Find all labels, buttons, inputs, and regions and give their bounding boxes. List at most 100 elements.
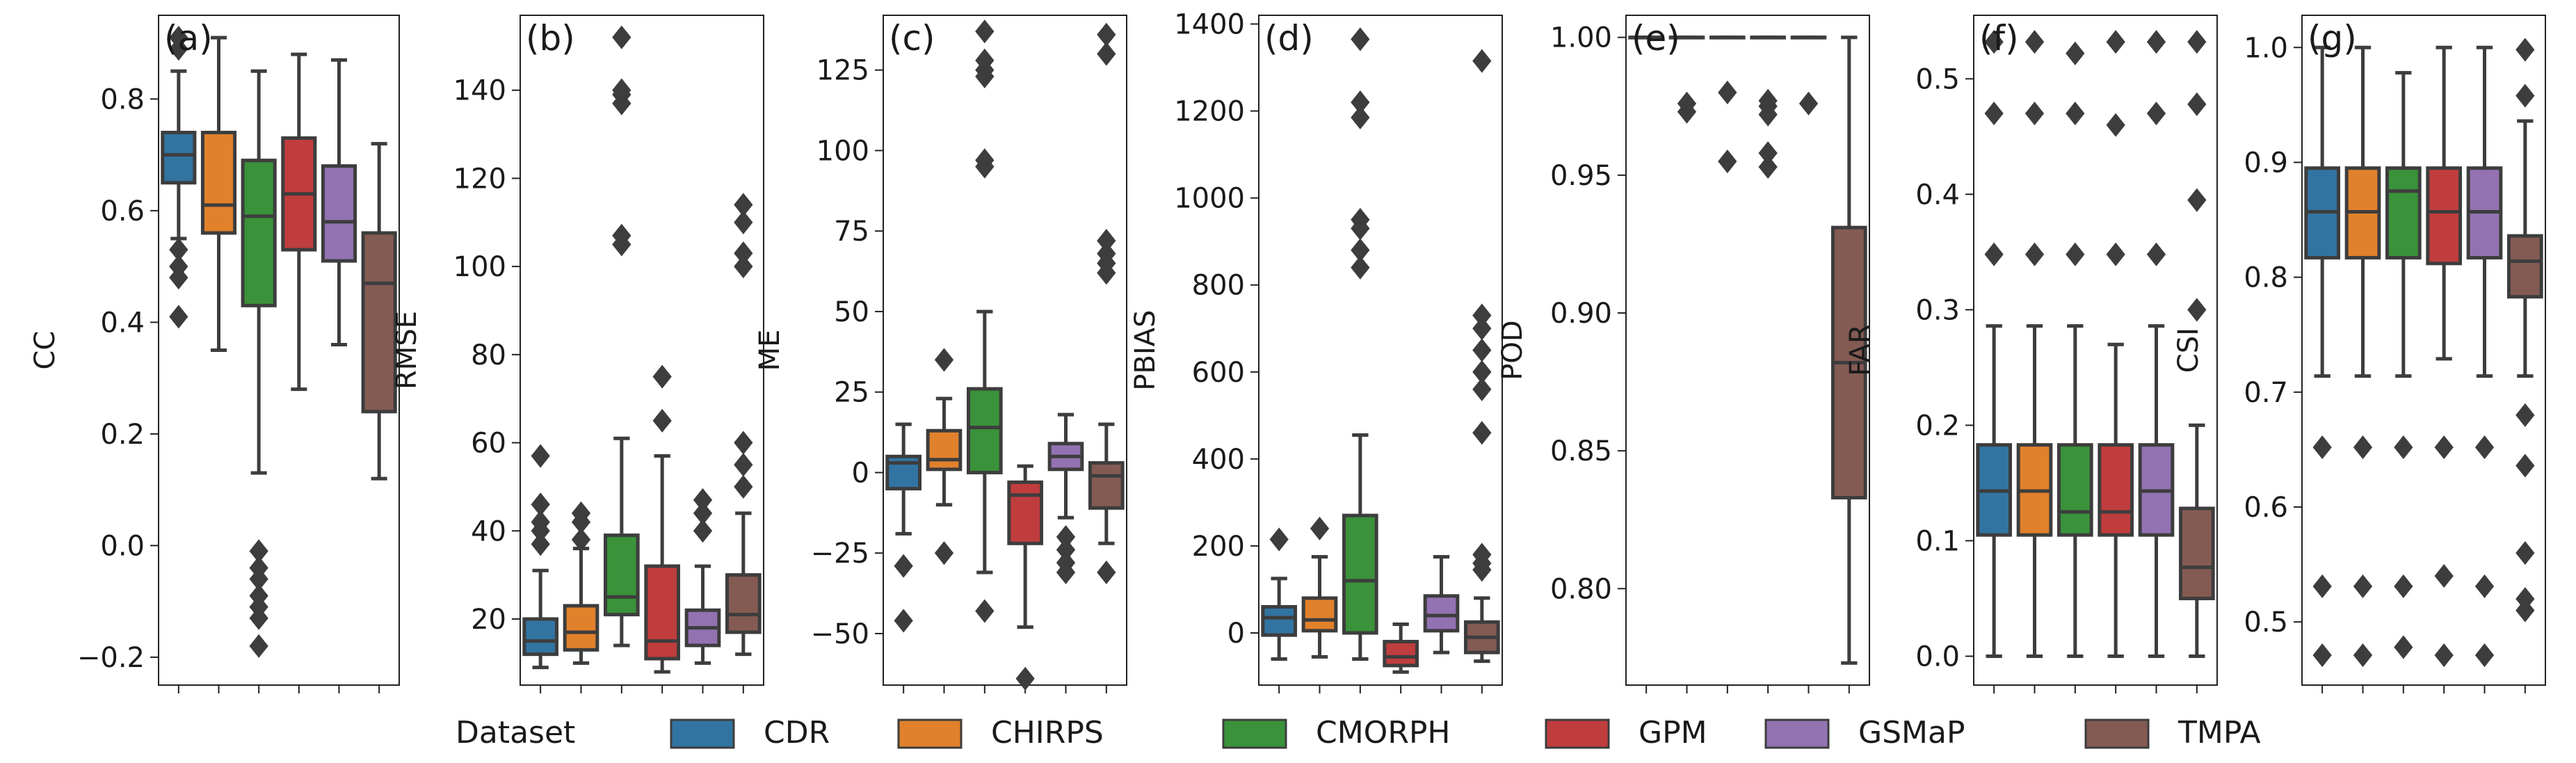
y-tick-label: 100 xyxy=(816,135,869,167)
outlier-marker xyxy=(531,532,550,556)
y-tick-label: 0.0 xyxy=(1915,641,1960,673)
box-body xyxy=(522,617,558,657)
outlier-marker xyxy=(531,510,550,534)
y-tick-label: 0.95 xyxy=(1550,160,1612,192)
outlier-marker xyxy=(2187,298,2207,322)
panels: −0.2 0.0 0.2 0.4 0.6 0.8 CC (a) 20 40 60 80 100 120 14… xyxy=(29,9,2546,693)
box-body xyxy=(967,387,1003,474)
outlier-marker xyxy=(1472,543,1492,567)
outlier-marker xyxy=(1472,377,1492,401)
outlier-marker xyxy=(2066,102,2085,126)
y-tick-label: −25 xyxy=(811,538,869,570)
legend-swatch xyxy=(1545,718,1610,749)
y-tick-label: 60 xyxy=(471,428,506,460)
outlier-marker xyxy=(2434,643,2454,668)
box-tmpa xyxy=(361,142,397,693)
outlier-marker xyxy=(169,266,188,290)
outlier-marker xyxy=(1718,149,1737,174)
outlier-marker xyxy=(1472,49,1492,73)
outlier-marker xyxy=(652,408,672,433)
box-gsmap xyxy=(1423,555,1460,693)
panel-label: (a) xyxy=(164,18,213,58)
legend-label: CMORPH xyxy=(1316,715,1451,750)
outlier-marker xyxy=(1758,102,1778,127)
outlier-marker xyxy=(531,444,550,468)
plot-frame xyxy=(158,15,400,686)
outlier-marker xyxy=(1015,666,1035,691)
box-tmpa xyxy=(1831,35,1867,693)
box-body xyxy=(1088,461,1125,510)
legend-swatch xyxy=(1222,718,1287,749)
outlier-marker xyxy=(1677,99,1697,124)
panel-label: (c) xyxy=(889,18,935,58)
outlier-marker xyxy=(1056,560,1076,585)
y-axis-label: FAR xyxy=(1844,324,1876,376)
outlier-marker xyxy=(2146,242,2166,266)
outlier-marker xyxy=(2024,242,2045,266)
y-tick-label: 1.00 xyxy=(1550,22,1612,54)
legend-item-tmpa: TMPA xyxy=(2084,715,2261,750)
outlier-marker xyxy=(2024,30,2045,54)
box-body xyxy=(241,159,277,307)
outlier-marker xyxy=(975,599,995,623)
y-axis-label: CC xyxy=(29,331,61,370)
outlier-marker xyxy=(1758,154,1778,179)
y-tick-label: 0.6 xyxy=(100,195,145,227)
box-cmorph xyxy=(1709,35,1746,693)
outlier-marker xyxy=(1351,105,1370,130)
y-tick-label: 0.0 xyxy=(100,530,145,562)
y-tick-label: 0 xyxy=(852,457,869,489)
outlier-marker xyxy=(1472,303,1492,328)
y-tick-label: 0.80 xyxy=(1550,573,1612,605)
outlier-marker xyxy=(1097,229,1116,253)
y-axis-label: CSI xyxy=(2173,328,2205,373)
outlier-marker xyxy=(2353,435,2373,460)
outlier-marker xyxy=(1984,242,2004,266)
y-tick-label: 0.7 xyxy=(2244,377,2288,409)
panel-label: (g) xyxy=(2308,18,2357,58)
y-tick-label: 0.3 xyxy=(1915,294,1960,326)
y-tick-label: 0.4 xyxy=(1915,179,1960,211)
box-body xyxy=(1007,480,1044,545)
box-body xyxy=(2179,506,2215,600)
panel-7: 0.5 0.6 0.7 0.8 0.9 1.0 CSI (g) xyxy=(2173,15,2546,693)
legend-swatch xyxy=(1764,718,1830,749)
outlier-marker xyxy=(2312,574,2332,598)
y-tick-label: 0.2 xyxy=(100,419,145,451)
outlier-marker xyxy=(2187,92,2207,116)
outlier-marker xyxy=(2312,435,2332,460)
outlier-marker xyxy=(2187,30,2207,54)
legend-swatch xyxy=(2084,718,2150,749)
y-tick-label: 1200 xyxy=(1174,96,1245,128)
plot-frame xyxy=(2301,15,2546,686)
outlier-marker xyxy=(2394,635,2413,659)
box-body xyxy=(1383,639,1419,668)
outlier-marker xyxy=(2024,102,2045,126)
outlier-marker xyxy=(2515,598,2535,623)
outlier-marker xyxy=(693,488,713,512)
outlier-marker xyxy=(2353,574,2373,598)
outlier-marker xyxy=(1351,27,1370,51)
panel-2: 20 40 60 80 100 120 140 RMSE (b) xyxy=(391,15,764,693)
y-tick-label: 0.2 xyxy=(1915,410,1960,442)
outlier-marker xyxy=(2474,435,2495,460)
outlier-marker xyxy=(734,474,753,499)
y-tick-label: 400 xyxy=(1192,444,1245,476)
outlier-marker xyxy=(1718,80,1737,105)
outlier-marker xyxy=(612,78,631,102)
panel-6: 0.0 0.1 0.2 0.3 0.4 0.5 FAR (f) xyxy=(1844,15,2218,693)
outlier-marker xyxy=(2146,30,2166,54)
box-cdr xyxy=(1976,30,2012,693)
box-cdr xyxy=(885,422,922,693)
outlier-marker xyxy=(571,527,591,552)
y-tick-label: 0.6 xyxy=(2244,492,2288,524)
outlier-marker xyxy=(1351,255,1370,280)
box-tmpa xyxy=(1088,22,1125,693)
outlier-marker xyxy=(693,501,713,525)
legend-item-cmorph: CMORPH xyxy=(1222,715,1451,750)
box-body xyxy=(1342,513,1378,635)
box-gsmap xyxy=(2138,30,2175,693)
plot-frame xyxy=(1258,15,1503,686)
outlier-marker xyxy=(1984,30,2004,54)
y-tick-label: 120 xyxy=(453,163,506,195)
